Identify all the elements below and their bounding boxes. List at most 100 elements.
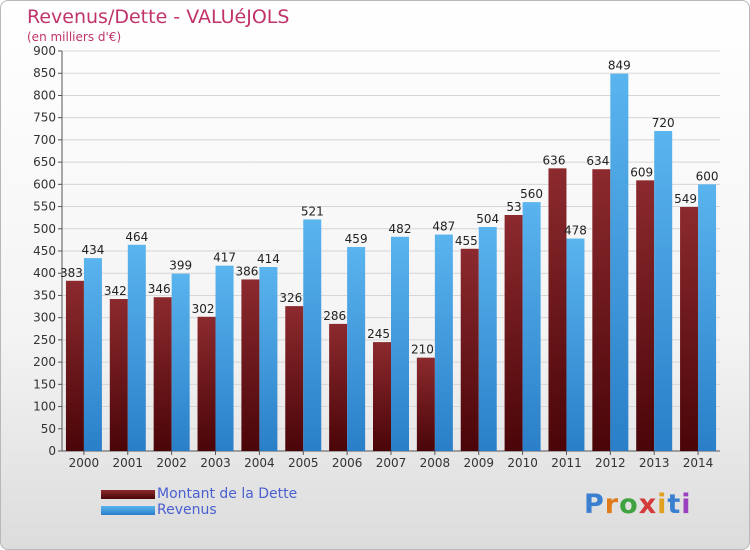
y-tick-label: 400	[33, 266, 56, 280]
x-tick-label: 2014	[683, 456, 714, 470]
data-label-revenus: 459	[345, 232, 368, 246]
data-label-revenus: 478	[564, 224, 587, 238]
x-tick-label: 2012	[595, 456, 626, 470]
bars	[65, 73, 717, 452]
bar-revenus	[610, 73, 629, 452]
data-label-revenus: 849	[608, 59, 631, 73]
x-tick-label: 2004	[244, 456, 275, 470]
legend-swatch-debt	[101, 489, 155, 499]
data-label-revenus: 560	[520, 187, 543, 201]
bar-revenus	[303, 219, 322, 451]
bar-dette	[285, 306, 304, 451]
proxiti-logo: Proxiti	[584, 489, 692, 520]
bar-revenus	[566, 238, 585, 451]
data-label-revenus: 521	[301, 204, 324, 218]
y-tick-label: 50	[41, 422, 56, 436]
y-tick-label: 850	[33, 66, 56, 80]
x-tick-label: 2008	[420, 456, 451, 470]
bar-revenus	[654, 131, 673, 451]
data-label-dette: 609	[630, 165, 653, 179]
bar-revenus	[478, 227, 497, 451]
x-tick-label: 2003	[200, 456, 231, 470]
y-tick-label: 450	[33, 244, 56, 258]
bar-dette	[460, 248, 479, 451]
y-tick-label: 700	[33, 133, 56, 147]
bar-dette	[416, 357, 435, 451]
x-tick-label: 2001	[113, 456, 144, 470]
data-label-revenus: 464	[125, 230, 148, 244]
data-label-dette: 455	[455, 234, 478, 248]
x-tick-label: 2007	[376, 456, 407, 470]
bar-revenus	[522, 202, 541, 451]
x-tick-label: 2010	[507, 456, 538, 470]
bar-dette	[197, 316, 216, 451]
bar-dette	[153, 297, 172, 451]
logo-letter: i	[681, 489, 692, 520]
x-tick-label: 2009	[463, 456, 494, 470]
y-tick-label: 550	[33, 200, 56, 214]
bar-revenus	[391, 236, 409, 451]
x-tick-label: 2005	[288, 456, 319, 470]
data-label-revenus: 399	[169, 259, 192, 273]
logo-letter: o	[619, 489, 639, 520]
data-label-dette: 326	[279, 291, 302, 305]
bar-dette	[636, 180, 655, 452]
bar-revenus	[259, 267, 278, 451]
data-label-dette: 342	[104, 284, 127, 298]
data-label-revenus: 720	[652, 116, 675, 130]
logo-letter: t	[667, 489, 682, 520]
logo-letter: P	[584, 489, 605, 520]
bar-dette	[680, 207, 699, 451]
bar-dette	[373, 342, 391, 451]
legend-item-debt: Montant de la Dette	[101, 486, 297, 502]
y-tick-label: 100	[33, 400, 56, 414]
bar-revenus	[698, 184, 717, 452]
data-label-revenus: 434	[81, 243, 104, 257]
y-tick-label: 600	[33, 177, 56, 191]
data-label-dette: 210	[411, 343, 434, 357]
bar-dette	[504, 215, 523, 451]
data-label-revenus: 414	[257, 252, 280, 266]
y-tick-label: 300	[33, 311, 56, 325]
y-tick-label: 200	[33, 355, 56, 369]
bar-revenus	[434, 234, 453, 451]
data-label-revenus: 600	[696, 169, 719, 183]
bar-revenus	[215, 265, 234, 451]
y-tick-label: 250	[33, 333, 56, 347]
y-tick-label: 650	[33, 155, 56, 169]
x-tick-label: 2011	[551, 456, 582, 470]
logo-letter: i	[657, 489, 668, 520]
data-label-dette: 245	[367, 327, 390, 341]
x-tick-label: 2013	[639, 456, 670, 470]
legend: Montant de la Dette Revenus	[101, 486, 297, 518]
x-tick-label: 2000	[69, 456, 100, 470]
data-label-dette: 302	[192, 302, 215, 316]
y-tick-label: 750	[33, 111, 56, 125]
y-tick-label: 150	[33, 377, 56, 391]
bar-dette	[592, 169, 611, 451]
data-label-revenus: 504	[476, 212, 499, 226]
data-label-revenus: 487	[432, 220, 455, 234]
data-label-revenus: 417	[213, 251, 236, 265]
x-tick-label: 2006	[332, 456, 363, 470]
chart-title: Revenus/Dette - VALUéJOLS	[27, 6, 290, 28]
data-label-dette: 53	[506, 200, 521, 214]
y-tick-label: 350	[33, 288, 56, 302]
bar-dette	[548, 168, 567, 452]
legend-label-debt: Montant de la Dette	[157, 486, 298, 502]
chart-subtitle: (en milliers d'€)	[27, 30, 122, 44]
legend-item-revenus: Revenus	[101, 502, 297, 518]
bar-dette	[329, 323, 348, 451]
data-label-dette: 636	[543, 153, 566, 167]
y-tick-label: 500	[33, 222, 56, 236]
logo-letter: r	[604, 489, 620, 520]
data-label-revenus: 482	[389, 222, 412, 236]
data-label-dette: 383	[60, 266, 83, 280]
bar-revenus	[83, 258, 102, 451]
y-tick-label: 800	[33, 88, 56, 102]
bar-dette	[109, 299, 128, 451]
legend-swatch-revenus	[101, 505, 155, 515]
